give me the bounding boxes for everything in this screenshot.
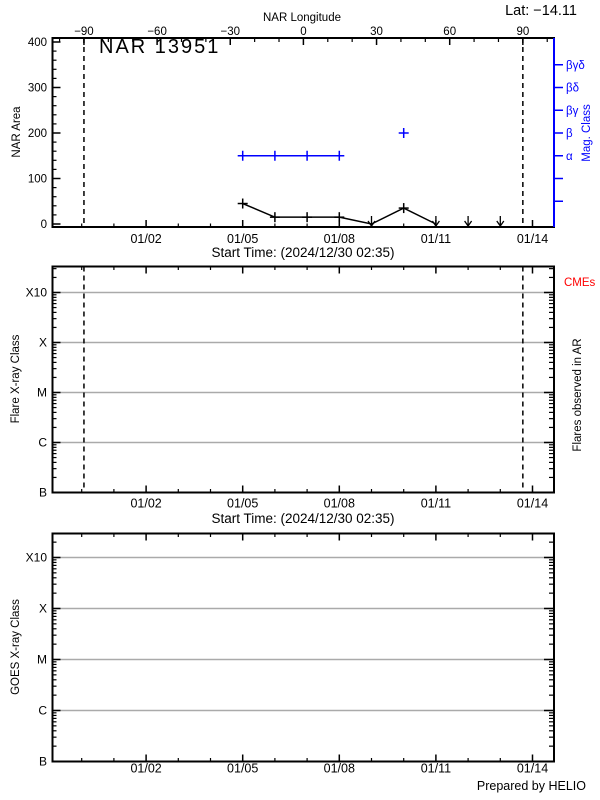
down-arrow	[431, 220, 437, 227]
x-tick-label: 01/08	[324, 497, 355, 511]
credit-label: Prepared by HELIO	[476, 779, 586, 793]
down-arrow	[367, 220, 373, 227]
y-tick-label: 100	[28, 174, 47, 186]
latitude-label: Lat: −14.11	[505, 3, 577, 19]
y-tick-label: B	[39, 755, 47, 769]
mag-class-tick-label: βδ	[566, 83, 579, 95]
x-tick-label: 01/11	[421, 497, 451, 511]
x-tick-label: 01/05	[227, 497, 258, 511]
y-tick-label: C	[38, 436, 47, 450]
x-tick-label: 01/08	[324, 762, 355, 776]
mag-class-tick-label: βγ	[566, 105, 579, 117]
longitude-tick-label: 0	[300, 26, 306, 38]
panel-frame	[51, 265, 555, 494]
longitude-tick-label: −60	[147, 26, 167, 38]
y-tick-label: X10	[26, 551, 48, 565]
flares-observed-label: Flares observed in AR	[572, 338, 584, 452]
top-axis-title: NAR Longitude	[263, 12, 341, 24]
y-tick-label: 0	[41, 219, 47, 231]
cmes-label: CMEs	[564, 277, 596, 289]
panel-frame	[51, 37, 555, 228]
mag-class-tick-label: βγδ	[566, 60, 585, 72]
x-tick-label: 01/05	[227, 232, 258, 246]
down-arrow	[370, 220, 376, 227]
x-tick-label: 01/05	[227, 762, 258, 776]
x-tick-label: 01/02	[130, 497, 161, 511]
right-axis-title-mag-class: Mag. Class	[581, 104, 593, 162]
mag-class-tick-label: β	[566, 128, 573, 140]
y-tick-label: X	[39, 602, 47, 616]
longitude-tick-label: −90	[74, 26, 94, 38]
y-tick-label: 200	[28, 128, 47, 140]
longitude-tick-label: −30	[220, 26, 240, 38]
x-tick-label: 01/11	[421, 232, 451, 246]
down-arrow	[464, 220, 469, 227]
x-tick-label: 01/02	[130, 762, 161, 776]
y-tick-label: M	[37, 386, 47, 400]
x-tick-label: 01/02	[130, 232, 161, 246]
y-tick-label: X	[39, 336, 47, 350]
y-axis-title-nar-area: NAR Area	[11, 106, 23, 158]
x-tick-label: 01/14	[517, 497, 548, 511]
y-tick-label: M	[37, 653, 47, 667]
y-tick-label: C	[38, 704, 47, 718]
longitude-tick-label: 60	[443, 26, 456, 38]
longitude-tick-label: 90	[516, 26, 529, 38]
down-arrow	[467, 220, 473, 227]
y-tick-label: B	[39, 486, 47, 500]
longitude-tick-label: 30	[370, 26, 383, 38]
down-arrow	[435, 220, 440, 227]
x-tick-label: 01/14	[517, 232, 548, 246]
down-arrow	[496, 220, 501, 227]
x-tick-label: 01/08	[324, 232, 355, 246]
y-tick-label: 300	[28, 83, 47, 95]
x-axis-title-panel2: Start Time: (2024/12/30 02:35)	[211, 511, 395, 526]
chart-title: NAR 13951	[99, 36, 221, 58]
y-tick-label: 400	[28, 37, 47, 49]
down-arrow	[499, 220, 505, 227]
mag-class-tick-label: α	[566, 151, 573, 163]
y-tick-label: X10	[26, 286, 48, 300]
y-axis-title-flare-class: Flare X-ray Class	[10, 334, 22, 424]
x-axis-title-panel1: Start Time: (2024/12/30 02:35)	[211, 245, 395, 260]
x-tick-label: 01/11	[421, 762, 451, 776]
panel-frame	[51, 532, 555, 763]
y-axis-title-goes-class: GOES X-ray Class	[10, 599, 22, 695]
x-tick-label: 01/14	[517, 762, 548, 776]
